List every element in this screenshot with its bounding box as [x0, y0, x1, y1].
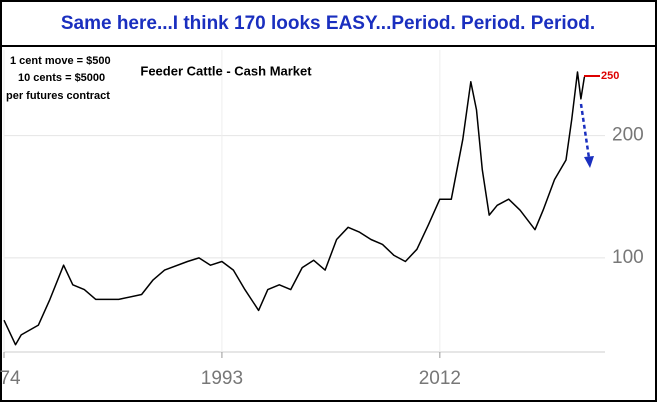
y-tick-label: 100	[612, 247, 644, 268]
annotation: per futures contract	[6, 90, 110, 102]
x-tick-label: 74	[0, 368, 21, 389]
title-box	[0, 0, 657, 47]
x-tick-label: 1993	[201, 368, 243, 389]
arrow	[579, 103, 591, 159]
arrow-head	[584, 156, 594, 168]
annotation: 250	[601, 70, 619, 82]
y-tick-label: 200	[612, 125, 644, 146]
price-line	[3, 71, 586, 346]
annotation: 10 cents = $5000	[18, 72, 105, 84]
x-tick-label: 2012	[419, 368, 461, 389]
chart-title: Same here...I think 170 looks EASY...Per…	[61, 13, 595, 34]
annotation: 1 cent move = $500	[10, 55, 111, 67]
chart-subtitle: Feeder Cattle - Cash Market	[140, 63, 312, 78]
